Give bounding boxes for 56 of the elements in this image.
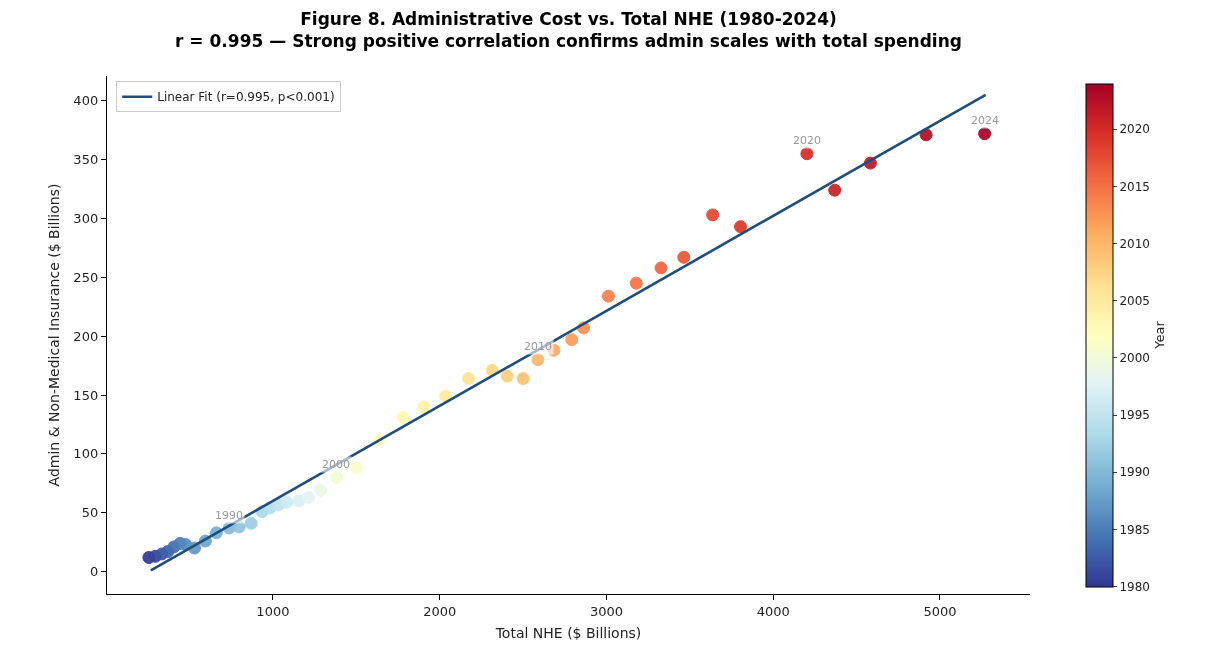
x-tick-label: 1000	[256, 603, 290, 619]
point	[500, 369, 514, 383]
point	[516, 372, 530, 386]
point	[417, 400, 431, 414]
annotation: 2024	[971, 114, 999, 127]
point	[531, 353, 545, 367]
color-bar-label: 2015	[1119, 179, 1150, 194]
point	[654, 261, 668, 275]
color-bar-label: 2020	[1119, 122, 1150, 137]
y-tick-label: 0	[89, 564, 99, 580]
y-tick-label: 100	[73, 446, 99, 462]
y-tick-label: 150	[73, 387, 99, 403]
y-tick-label: 200	[73, 328, 99, 344]
x-tick-label: 3000	[589, 603, 623, 619]
point	[565, 333, 579, 347]
point	[462, 372, 476, 386]
annotation: 1990	[215, 509, 243, 522]
point	[439, 389, 453, 403]
y-tick-label: 300	[73, 211, 99, 226]
y-tick-label: 400	[73, 93, 99, 109]
point	[629, 276, 643, 290]
x-tick-label: 4000	[756, 603, 790, 619]
point	[601, 289, 615, 303]
point	[280, 495, 294, 509]
point	[396, 410, 410, 424]
color-bar-label: 1985	[1119, 522, 1150, 537]
x-tick-label: 2000	[423, 603, 457, 619]
point	[828, 183, 842, 197]
color-bar-label: 2010	[1119, 236, 1150, 251]
annotation: 2020	[793, 134, 821, 147]
point	[244, 516, 258, 530]
color-bar-title: Year	[1151, 320, 1167, 350]
point	[232, 520, 246, 534]
legend-label: Linear Fit (r=0.995, p<0.001)	[157, 90, 335, 105]
point	[734, 220, 748, 234]
color-bar-label: 1980	[1119, 579, 1150, 594]
chart-subtitle: r = 0.995 — Strong positive correlation confirms admin scales with total spending	[175, 30, 962, 51]
color-bar-label: 2000	[1119, 351, 1150, 366]
point	[314, 483, 328, 497]
point	[800, 147, 814, 161]
chart-title: Figure 8. Administrative Cost vs. Total NHE (1980-2024)	[300, 8, 837, 29]
point	[329, 470, 343, 484]
point	[706, 208, 720, 222]
y-tick-label: 350	[73, 152, 99, 168]
color-bar-label: 1995	[1119, 408, 1150, 423]
x-tick-label: 5000	[923, 603, 957, 619]
y-tick-label: 50	[81, 505, 99, 521]
x-axis-title: Total NHE ($ Billions)	[494, 625, 642, 641]
point	[349, 461, 363, 475]
y-axis-title: Admin & Non-Medical Insurance ($ Billions)	[46, 183, 63, 487]
color-bar-label: 1990	[1119, 465, 1150, 480]
y-tick-label: 250	[73, 269, 99, 285]
point	[677, 250, 691, 264]
point	[302, 490, 316, 504]
color-bar-label: 2005	[1119, 293, 1150, 308]
point	[978, 127, 992, 141]
